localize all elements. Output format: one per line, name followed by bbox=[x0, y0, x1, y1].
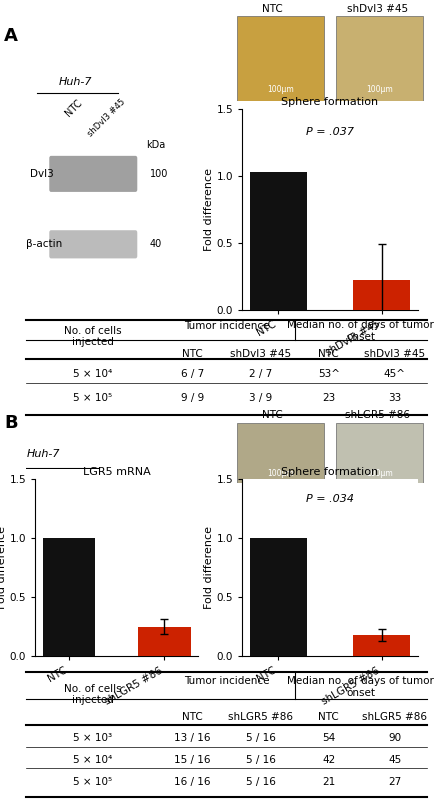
Bar bbox=[353, 635, 410, 656]
Text: 3 / 9: 3 / 9 bbox=[249, 394, 272, 403]
Text: Huh-7: Huh-7 bbox=[26, 449, 60, 460]
Bar bbox=[237, 423, 324, 483]
Text: 5 × 10⁵: 5 × 10⁵ bbox=[73, 394, 112, 403]
Text: 13 / 16: 13 / 16 bbox=[174, 733, 211, 743]
Bar bbox=[336, 16, 423, 101]
Title: LGR5 mRNA: LGR5 mRNA bbox=[83, 467, 150, 477]
Text: P = .034: P = .034 bbox=[306, 494, 354, 504]
Text: Tumor incidence: Tumor incidence bbox=[184, 676, 269, 686]
Bar bbox=[336, 423, 423, 483]
Text: shDvl3 #45: shDvl3 #45 bbox=[364, 349, 425, 359]
Text: 23: 23 bbox=[322, 394, 335, 403]
Text: shDvl3 #45: shDvl3 #45 bbox=[347, 4, 408, 14]
Text: 16 / 16: 16 / 16 bbox=[174, 777, 211, 787]
Text: β-actin: β-actin bbox=[26, 239, 62, 249]
Bar bbox=[237, 16, 324, 101]
Text: 2 / 7: 2 / 7 bbox=[249, 369, 272, 379]
Text: Huh-7: Huh-7 bbox=[59, 77, 92, 87]
Text: 5 × 10³: 5 × 10³ bbox=[73, 733, 112, 743]
Text: NTC: NTC bbox=[318, 349, 339, 359]
Text: NTC: NTC bbox=[182, 712, 203, 722]
Text: A: A bbox=[4, 27, 18, 45]
Text: NTC: NTC bbox=[262, 410, 283, 419]
Y-axis label: Fold difference: Fold difference bbox=[204, 526, 213, 609]
Y-axis label: Fold difference: Fold difference bbox=[204, 167, 213, 251]
Text: 53^: 53^ bbox=[318, 369, 340, 379]
Text: 5 / 16: 5 / 16 bbox=[246, 777, 275, 787]
Text: 5 / 16: 5 / 16 bbox=[246, 755, 275, 765]
Bar bbox=[353, 280, 410, 310]
FancyBboxPatch shape bbox=[49, 156, 137, 192]
Text: 54: 54 bbox=[322, 733, 335, 743]
Text: 5 × 10⁴: 5 × 10⁴ bbox=[73, 755, 112, 765]
Text: 100μm: 100μm bbox=[268, 85, 294, 94]
Text: shLGR5 #86: shLGR5 #86 bbox=[345, 410, 410, 419]
Text: 27: 27 bbox=[388, 777, 401, 787]
Y-axis label: Fold difference: Fold difference bbox=[0, 526, 7, 609]
Bar bbox=[250, 538, 307, 656]
Text: shLGR5 #86: shLGR5 #86 bbox=[362, 712, 427, 722]
Text: 6 / 7: 6 / 7 bbox=[181, 369, 204, 379]
Title: Sphere formation: Sphere formation bbox=[282, 467, 378, 477]
Text: 90: 90 bbox=[388, 733, 401, 743]
Text: NTC: NTC bbox=[262, 4, 283, 14]
Text: kDa: kDa bbox=[146, 140, 165, 150]
Text: Median no. of days of tumor
onset: Median no. of days of tumor onset bbox=[287, 676, 434, 698]
Text: 40: 40 bbox=[150, 239, 162, 249]
Text: 42: 42 bbox=[322, 755, 335, 765]
Text: NTC: NTC bbox=[318, 712, 339, 722]
FancyBboxPatch shape bbox=[49, 230, 137, 258]
Bar bbox=[250, 171, 307, 310]
Text: 33: 33 bbox=[388, 394, 401, 403]
Text: 21: 21 bbox=[322, 777, 335, 787]
Bar bbox=[138, 626, 191, 656]
Text: NTC: NTC bbox=[182, 349, 203, 359]
Text: 5 × 10⁴: 5 × 10⁴ bbox=[73, 369, 112, 379]
Text: NTC: NTC bbox=[63, 97, 84, 118]
Text: 15 / 16: 15 / 16 bbox=[174, 755, 211, 765]
Text: 100: 100 bbox=[150, 169, 168, 179]
Text: Dvl3: Dvl3 bbox=[30, 169, 54, 179]
Text: B: B bbox=[4, 414, 18, 431]
Text: No. of cells
injected: No. of cells injected bbox=[64, 683, 121, 705]
Text: Tumor incidence: Tumor incidence bbox=[184, 321, 269, 331]
Text: 100μm: 100μm bbox=[367, 469, 393, 478]
Text: 5 / 16: 5 / 16 bbox=[246, 733, 275, 743]
Text: P = .037: P = .037 bbox=[306, 127, 354, 137]
Text: shLGR5 #86: shLGR5 #86 bbox=[228, 712, 293, 722]
Text: No. of cells
injected: No. of cells injected bbox=[64, 326, 121, 348]
Text: 5 × 10⁵: 5 × 10⁵ bbox=[73, 777, 112, 787]
Text: 9 / 9: 9 / 9 bbox=[181, 394, 204, 403]
Bar bbox=[43, 538, 95, 656]
Text: 100μm: 100μm bbox=[367, 85, 393, 94]
Text: Median no. of days of tumor
onset: Median no. of days of tumor onset bbox=[287, 320, 434, 342]
Text: shDvl3 #45: shDvl3 #45 bbox=[86, 97, 127, 138]
Text: 45^: 45^ bbox=[384, 369, 406, 379]
Text: 100μm: 100μm bbox=[268, 469, 294, 478]
Text: shDvl3 #45: shDvl3 #45 bbox=[230, 349, 291, 359]
Title: Sphere formation: Sphere formation bbox=[282, 97, 378, 106]
Text: 45: 45 bbox=[388, 755, 401, 765]
